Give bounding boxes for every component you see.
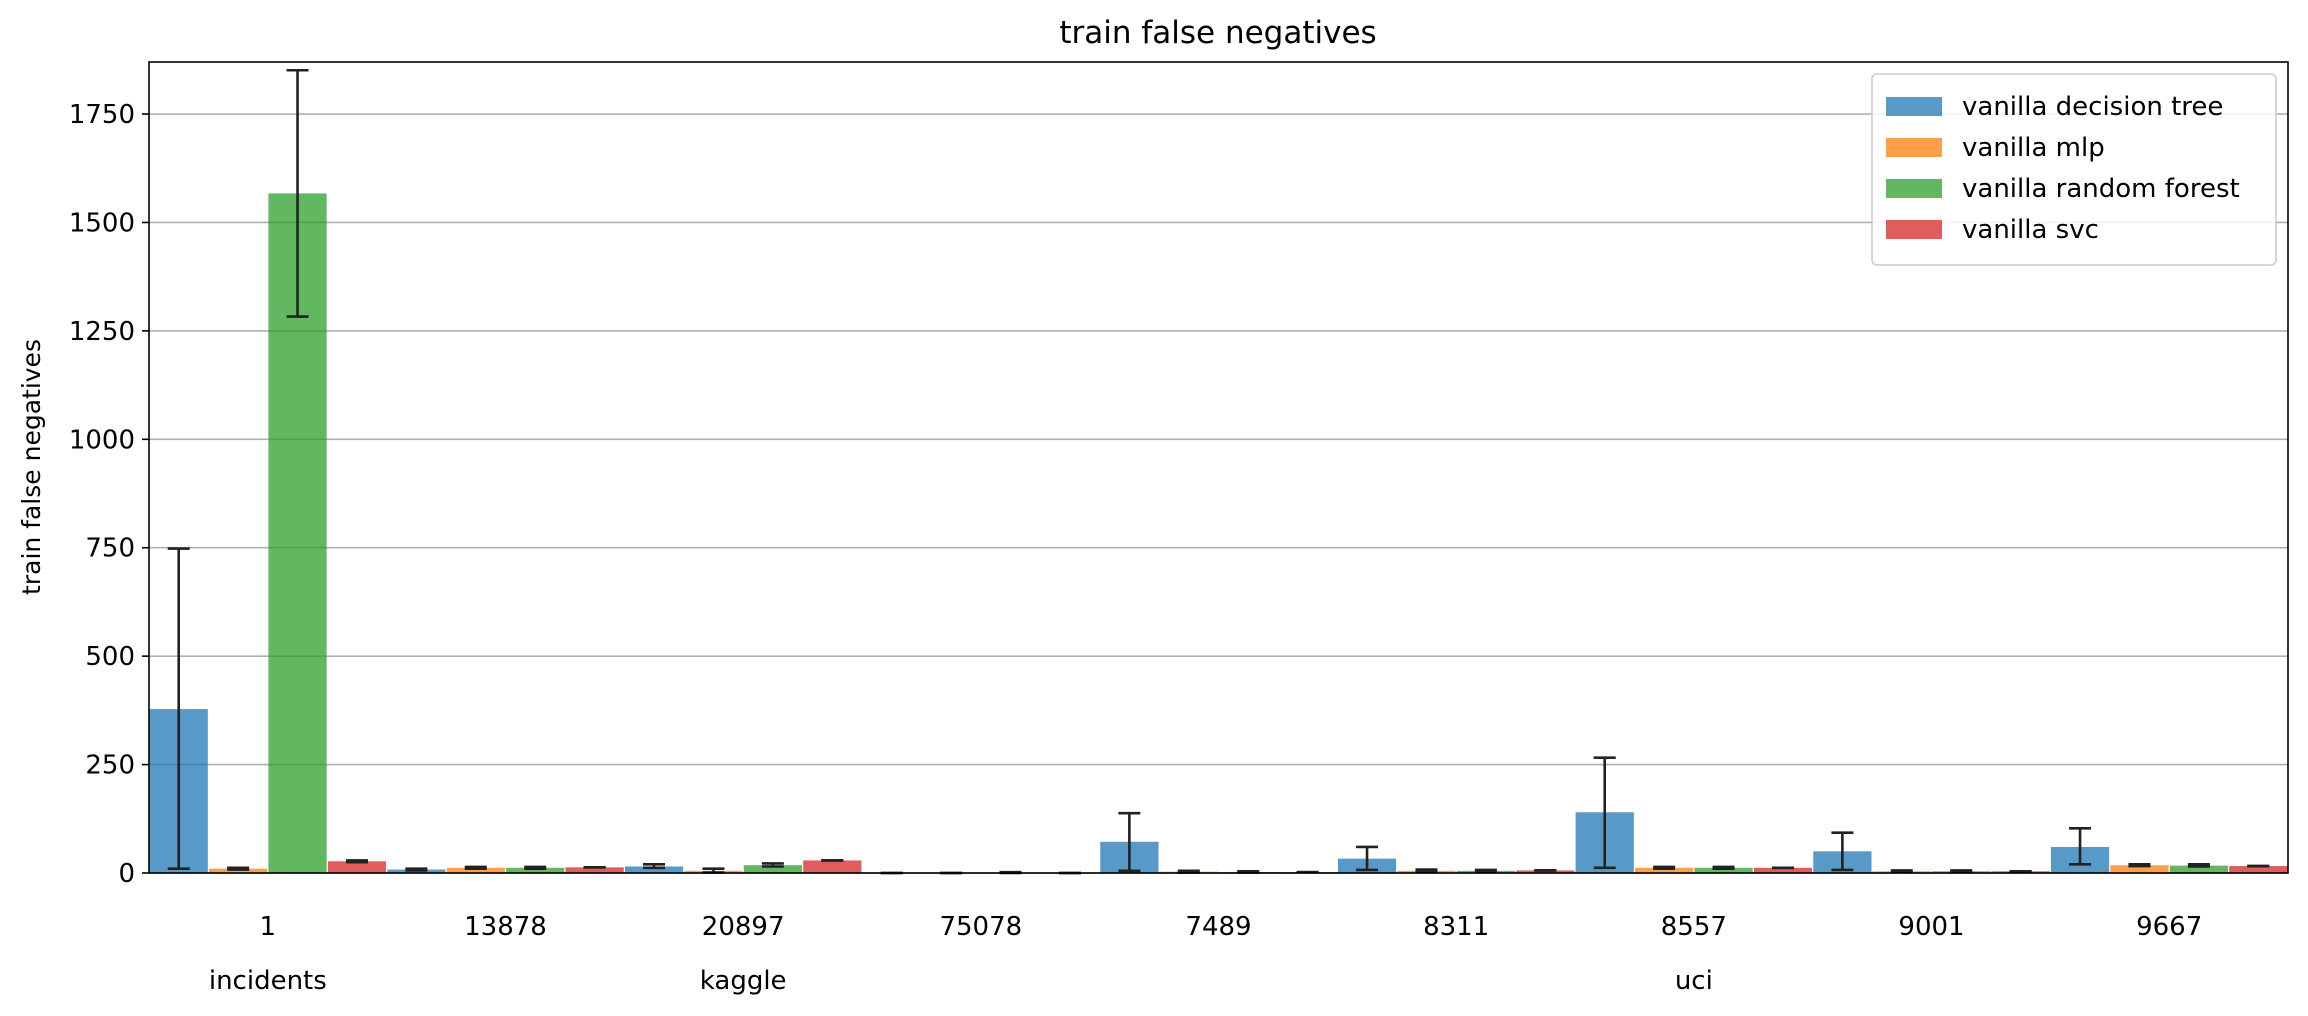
x-tick-label: 75078: [939, 912, 1022, 942]
y-tick-label: 500: [85, 642, 135, 672]
group-label: kaggle: [700, 966, 787, 996]
bar: [2169, 865, 2228, 873]
y-tick-label: 0: [118, 859, 135, 889]
x-tick-label: 9001: [1898, 912, 1964, 942]
group-labels: incidents kaggle uci: [209, 966, 1713, 996]
legend-swatch: [1886, 97, 1942, 116]
y-tick-label: 250: [85, 751, 135, 781]
bar: [1694, 867, 1753, 873]
y-axis-label: train false negatives: [17, 339, 46, 595]
legend-label: vanilla random forest: [1962, 174, 2240, 204]
y-tick-label: 1000: [69, 425, 135, 455]
bar: [1516, 870, 1575, 873]
bar: [1753, 867, 1813, 873]
legend-box: [1871, 73, 2277, 266]
plot-frame: [148, 61, 2289, 874]
bar: [506, 867, 565, 873]
chart-title: train false negatives: [1059, 15, 1376, 51]
bar: [446, 867, 505, 873]
bar: [2229, 866, 2288, 873]
y-tick-label: 1250: [69, 317, 135, 347]
legend-swatch: [1886, 179, 1942, 198]
bar: [624, 866, 684, 873]
y-axis-ticks: 0 250 500 750 1000 1250 1500 1750: [69, 100, 149, 889]
group-label: uci: [1675, 966, 1713, 996]
x-tick-label: 1: [260, 912, 277, 942]
legend-label: vanilla decision tree: [1962, 92, 2223, 122]
x-tick-label: 20897: [702, 912, 785, 942]
y-tick-label: 1500: [69, 208, 135, 238]
x-tick-label: 9667: [2136, 912, 2202, 942]
x-tick-label: 13878: [464, 912, 547, 942]
x-tick-label: 8311: [1423, 912, 1489, 942]
bar: [565, 867, 624, 873]
legend-swatch: [1886, 138, 1942, 157]
bar: [803, 860, 862, 873]
x-tick-label: 7489: [1185, 912, 1251, 942]
legend-swatch: [1886, 220, 1942, 239]
bar: [327, 861, 387, 873]
x-axis-ticks: 1 13878 20897 75078 7489 8311 8557 9001 9667: [260, 912, 2203, 942]
x-tick-label: 8557: [1661, 912, 1727, 942]
legend: vanilla decision tree vanilla mlp vanilla …: [1871, 73, 2277, 266]
bar: [209, 868, 268, 873]
legend-label: vanilla mlp: [1962, 133, 2105, 163]
group-label: incidents: [209, 966, 327, 996]
y-tick-label: 1750: [69, 100, 135, 130]
bar: [743, 865, 802, 873]
legend-label: vanilla svc: [1962, 215, 2099, 245]
y-tick-label: 750: [85, 534, 135, 564]
bar: [1635, 867, 1694, 873]
bar: [2110, 865, 2169, 873]
